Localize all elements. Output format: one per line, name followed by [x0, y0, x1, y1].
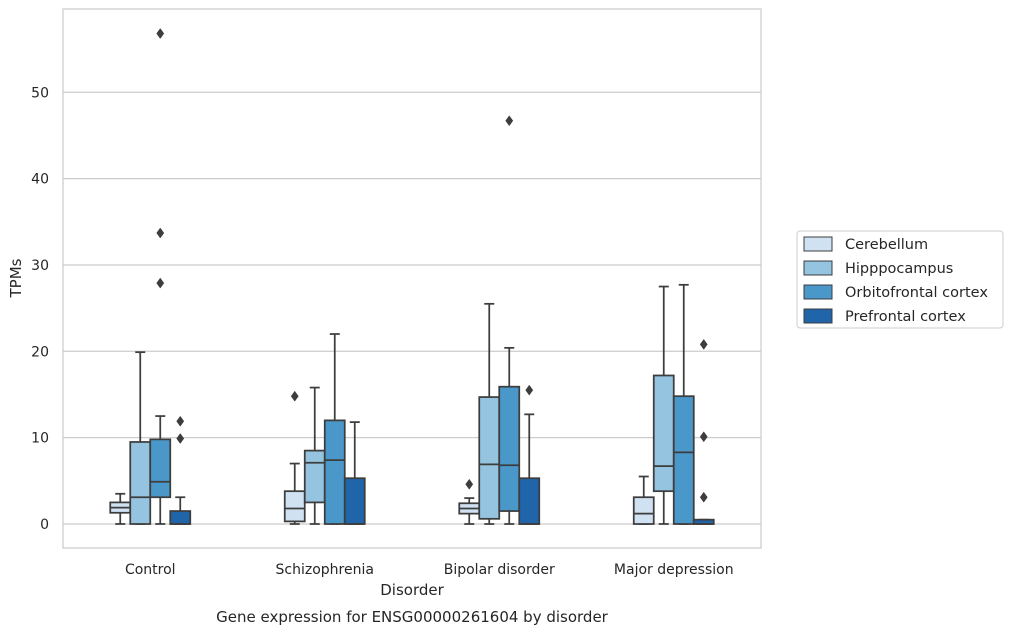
legend-swatch: [803, 236, 833, 252]
legend-label: Prefrontal cortex: [845, 309, 966, 325]
box-0-3: [169, 415, 192, 525]
plot-area-frame: [62, 8, 762, 549]
outlier-point: [699, 338, 708, 350]
legend-swatch: [803, 284, 833, 300]
outlier-point: [465, 478, 474, 490]
box-iqr: [632, 496, 655, 525]
box-0-0: [109, 492, 132, 525]
box-3-2: [672, 283, 695, 525]
outlier-point: [176, 433, 185, 444]
legend-frame: [796, 230, 1004, 329]
y-axis-label: TPMs: [7, 258, 25, 298]
y-tick-labels: 0 10 20 30 40 50: [31, 85, 49, 533]
box-iqr: [478, 396, 501, 520]
y-tick-label: 20: [31, 344, 49, 360]
outlier-point: [699, 431, 708, 443]
x-tick-label: Bipolar disorder: [444, 562, 555, 578]
box-iqr: [149, 438, 172, 499]
box-iqr: [518, 477, 541, 525]
x-tick-label: Major depression: [614, 562, 734, 578]
box-3-3: [692, 338, 715, 525]
outlier-point: [699, 491, 708, 503]
outlier-point: [505, 115, 514, 127]
outlier-point: [156, 227, 165, 239]
box-2-2: [498, 115, 521, 525]
outlier-point: [156, 28, 165, 39]
legend-swatch: [803, 308, 833, 324]
box-iqr: [343, 477, 366, 525]
box-iqr: [652, 374, 675, 493]
legend-item: Prefrontal cortex: [803, 308, 966, 325]
box-1-0: [283, 390, 306, 525]
box-iqr: [323, 419, 346, 525]
box-iqr: [129, 441, 152, 525]
y-tick-label: 40: [31, 172, 49, 188]
x-tick-labels: Control Schizophrenia Bipolar disorder Majo…: [125, 562, 734, 578]
box-2-0: [458, 478, 481, 525]
legend-item: Orbitofrontal cortex: [803, 284, 988, 301]
legend: Cerebellum Hipppocampus Orbitofrontal cort…: [796, 230, 1004, 329]
box-3-1: [652, 285, 675, 525]
x-tick-label: Control: [125, 562, 176, 578]
box-0-2: [149, 28, 172, 525]
box-iqr: [303, 449, 326, 504]
box-iqr: [283, 490, 306, 523]
x-axis-label: Disorder: [380, 581, 444, 599]
legend-item: Cerebellum: [803, 236, 928, 253]
legend-label: Orbitofrontal cortex: [845, 285, 988, 301]
outlier-point: [156, 277, 165, 289]
legend-label: Hipppocampus: [845, 261, 953, 277]
boxes: [109, 28, 715, 525]
y-tick-label: 0: [40, 517, 49, 533]
box-1-3: [343, 421, 366, 525]
chart-caption: Gene expression for ENSG00000261604 by d…: [216, 608, 609, 626]
legend-label: Cerebellum: [845, 237, 928, 253]
legend-item: Hipppocampus: [803, 260, 953, 277]
box-1-1: [303, 386, 326, 525]
box-iqr: [498, 385, 521, 512]
y-tick-label: 10: [31, 431, 49, 447]
legend-swatch: [803, 260, 833, 276]
outlier-point: [176, 415, 185, 427]
box-iqr: [169, 510, 192, 525]
x-tick-label: Schizophrenia: [276, 562, 374, 578]
box-3-0: [632, 475, 655, 525]
box-2-1: [478, 302, 501, 525]
outlier-point: [525, 384, 534, 396]
box-1-2: [323, 333, 346, 525]
outlier-point: [290, 390, 299, 402]
y-tick-label: 30: [31, 258, 49, 274]
y-tick-label: 50: [31, 85, 49, 101]
box-2-3: [518, 384, 541, 525]
box-iqr: [672, 395, 695, 525]
